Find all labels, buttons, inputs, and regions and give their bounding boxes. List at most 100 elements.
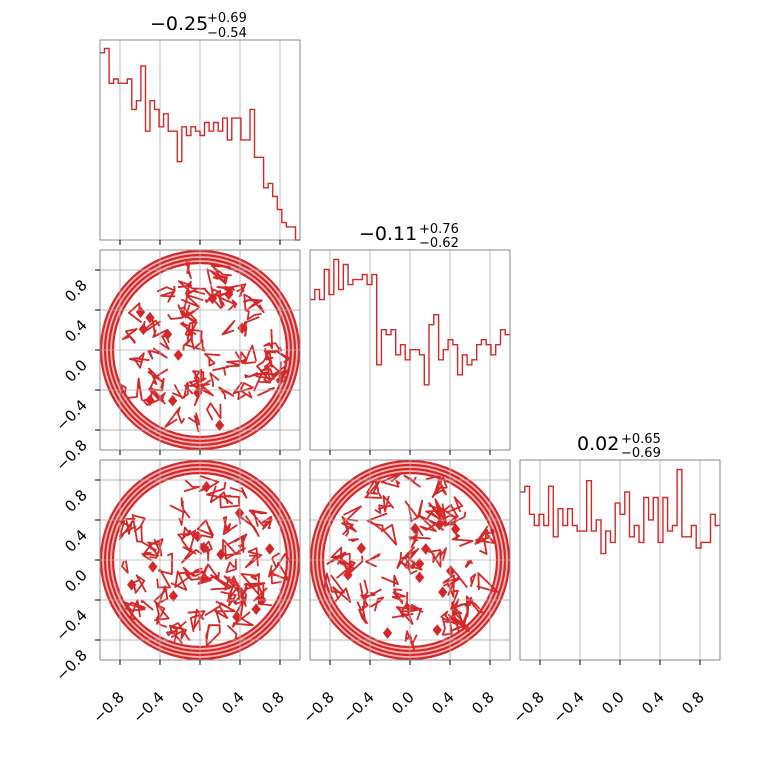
title-diag-3-sub: −0.69	[621, 446, 661, 461]
joint-3-2-contour-blob	[447, 569, 468, 589]
joint-3-1-contour-blob	[192, 519, 214, 539]
joint-2-1-contour-blob	[234, 351, 248, 365]
joint-3-1-contour-diamond	[251, 603, 261, 615]
joint-3-1-contour-blob	[271, 552, 292, 569]
joint-2-1-contour-blob	[204, 353, 221, 367]
joint-2-1-contour-blob	[257, 386, 276, 397]
joint-2-1-ytick-label: −0.4	[52, 396, 90, 434]
joint-3-1-xtick-label: 0.4	[218, 688, 248, 718]
joint-3-2-contour-blob	[405, 591, 418, 611]
joint-3-1-contour-blob	[227, 535, 245, 553]
joint-2-1-contour-blob	[159, 290, 176, 303]
joint-3-1-contour-blob	[153, 585, 169, 606]
joint-3-2-contour-blob	[432, 547, 448, 563]
joint-3-2-contour-blob	[451, 533, 474, 547]
joint-2-1-contour-blob	[188, 370, 207, 391]
joint-2-1-contour-blob	[182, 338, 206, 352]
joint-3-2-contour-blob	[440, 610, 452, 623]
joint-3-1-contour-blob	[221, 538, 242, 557]
joint-2-1-contour-blob	[212, 265, 228, 285]
joint-3-2-contour-diamond	[414, 571, 425, 584]
joint-3-1-contour-diamond	[127, 578, 137, 591]
joint-3-2-contour-blob	[403, 474, 422, 488]
diag-1-step-line	[100, 47, 300, 241]
joint-2-1-contour-blob	[245, 309, 262, 321]
joint-3-2-contour-blob	[484, 528, 495, 540]
joint-3-1-contour-blob	[220, 589, 238, 607]
joint-3-1-contour-blob	[204, 605, 221, 624]
joint-3-1-contour-blob	[134, 524, 143, 543]
joint-3-1-contour-blob	[177, 526, 191, 540]
joint-3-1-contour-blob	[222, 516, 238, 536]
joint-3-2-contour-blob	[377, 495, 395, 513]
joint-3-2-contour-blob	[368, 596, 385, 612]
joint-3-2-contour-diamond	[356, 542, 367, 555]
joint-2-1-contour-blob	[177, 280, 193, 293]
diag-3-step-line	[520, 468, 720, 555]
joint-2-1-contour-blob	[209, 372, 220, 387]
joint-2-1-contour-diamond	[138, 323, 149, 336]
joint-3-2-contour-blob	[348, 538, 359, 542]
joint-3-1-contour-diamond	[201, 481, 212, 493]
diag-3-xtick-label: 0.4	[638, 688, 668, 718]
joint-3-1-contour-diamond	[199, 541, 209, 554]
joint-3-1-ytick-label: −0.8	[52, 646, 90, 684]
joint-3-1-contours	[100, 460, 300, 660]
joint-3-2-contour-blob	[380, 523, 398, 546]
title-diag-1: −0.25	[150, 13, 208, 35]
joint-2-1-contour-blob	[256, 361, 272, 381]
joint-2-1-contour-blob	[216, 285, 238, 306]
joint-3-2-contour-blob	[332, 586, 352, 603]
joint-3-2-xtick-label: 0.8	[468, 688, 498, 718]
joint-3-1-contour-blob	[231, 611, 254, 628]
joint-3-1-contour-blob	[214, 600, 236, 619]
title-diag-1-sup: +0.69	[207, 11, 247, 26]
joint-2-1-contour-blob	[232, 381, 254, 399]
joint-3-2-contour-diamond	[450, 523, 461, 535]
title-diag-2: −0.11	[359, 223, 417, 245]
diag-3-xtick-label: 0.0	[598, 688, 628, 718]
joint-2-1-contour-blob	[172, 381, 189, 400]
joint-2-1-contour-blob	[242, 298, 263, 309]
diag-3-xtick-label: −0.4	[549, 688, 587, 726]
joint-3-1-contour-blob	[225, 558, 237, 574]
joint-3-1-contour-blob	[210, 574, 232, 591]
joint-3-1-contour-blob	[123, 601, 146, 612]
joint-2-1-contour-blob	[227, 299, 237, 312]
joint-3-1-contour-blob	[178, 509, 191, 526]
joint-3-1-xtick-label: −0.4	[129, 688, 167, 726]
panel-diag-1	[99, 39, 301, 245]
joint-3-2-contour-diamond	[446, 565, 456, 577]
diag-3-xtick-label: −0.8	[509, 688, 547, 726]
joint-3-2-contour-blob	[404, 499, 424, 522]
joint-3-2-contour-blob	[446, 496, 464, 514]
joint-3-2-contour-blob	[469, 573, 477, 588]
panel-joint-2-1: 0.8 0.4 0.0 −0.4−0.8	[52, 249, 301, 475]
joint-2-1-contour-blob	[263, 346, 283, 354]
title-diag-2-sup: +0.76	[419, 222, 459, 237]
joint-2-1-contour-blob	[164, 406, 186, 428]
joint-3-1-contour-blob	[183, 479, 200, 493]
joint-2-1-contour-diamond	[168, 394, 178, 407]
joint-3-2-contour-blob	[326, 551, 347, 565]
joint-3-2-contour-diamond	[438, 586, 448, 598]
joint-3-2-xtick-label: −0.4	[339, 688, 377, 726]
panel-joint-3-2: −0.8 −0.4 0.0 0.4 0.8	[299, 459, 511, 727]
diag-2-step-line	[310, 258, 510, 386]
joint-3-2-contour-diamond	[410, 522, 420, 535]
joint-3-2-contour-diamond	[421, 543, 431, 555]
title-diag-3: 0.02	[577, 433, 619, 455]
joint-2-1-contour-blob	[147, 367, 164, 386]
joint-3-1-contour-blob	[118, 517, 136, 541]
joint-3-1-contour-blob	[141, 541, 160, 557]
joint-3-1-ytick-label: 0.0	[61, 566, 91, 596]
panel-diag-2	[309, 249, 511, 455]
joint-3-2-contour-blob	[451, 598, 460, 617]
joint-3-1-contour-blob	[140, 599, 154, 611]
joint-2-1-contour-blob	[227, 283, 247, 298]
joint-3-1-contour-blob	[270, 570, 282, 585]
joint-2-1-contour-blob	[185, 261, 192, 279]
joint-3-2-contour-blob	[391, 588, 406, 605]
joint-2-1-contour-blob	[221, 319, 236, 336]
